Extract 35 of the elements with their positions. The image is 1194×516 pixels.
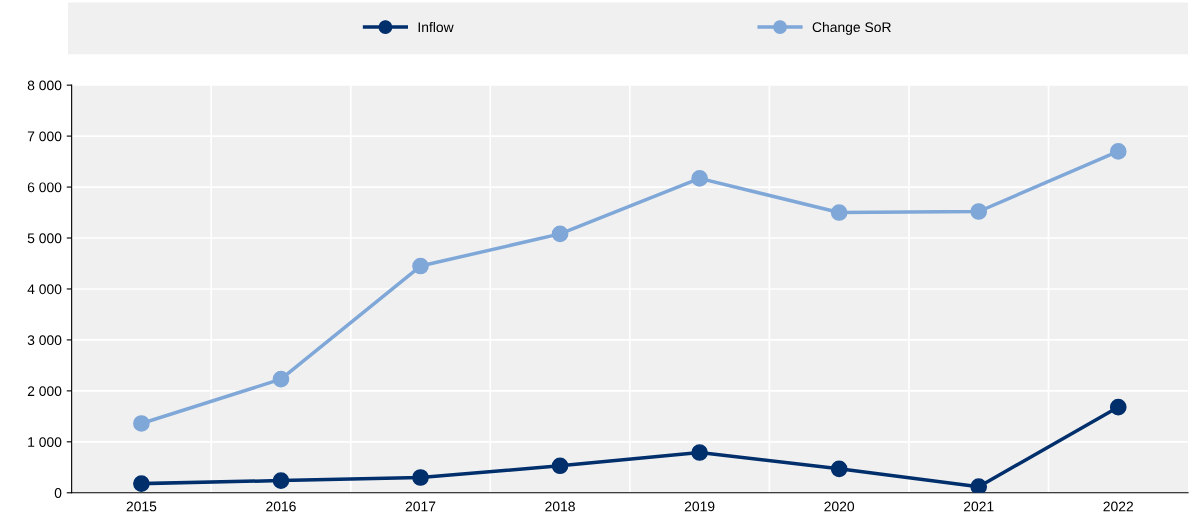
y-tick-label: 6 000 [27,182,62,193]
point [133,415,150,432]
point [970,203,988,220]
point [1109,143,1127,160]
point [830,204,848,221]
point [691,170,708,187]
legend-label: Inflow [418,21,454,33]
point [412,469,429,486]
y-tick-label: 0 [54,488,62,498]
y-tick-label: 3 000 [27,335,62,346]
point [551,457,569,475]
point [412,257,429,275]
y-tick-label: 2 000 [27,386,62,397]
x-tick-label: 2022 [1103,501,1134,512]
y-tick-label: 4 000 [27,284,62,295]
legend-label: Change SoR [812,21,891,35]
x-tick-label: 2019 [684,501,715,512]
point [970,478,988,493]
y-tick-label: 1 000 [28,437,62,447]
x-tick-label: 2020 [824,501,855,512]
x-tick-label: 2015 [126,501,157,512]
y-tick-label: 8 000 [27,80,62,91]
y-tick-label: 7 000 [27,131,62,142]
x-tick-label: 2016 [266,501,296,512]
point [1109,398,1127,416]
point [830,460,848,478]
point [691,444,708,461]
point [551,225,569,243]
point [272,370,290,388]
x-tick-label: 2021 [963,501,994,512]
x-tick-label: 2018 [545,501,575,512]
x-tick-label: 2017 [405,501,436,512]
point [272,472,290,489]
point [133,475,150,492]
y-tick-label: 5 000 [27,233,62,244]
